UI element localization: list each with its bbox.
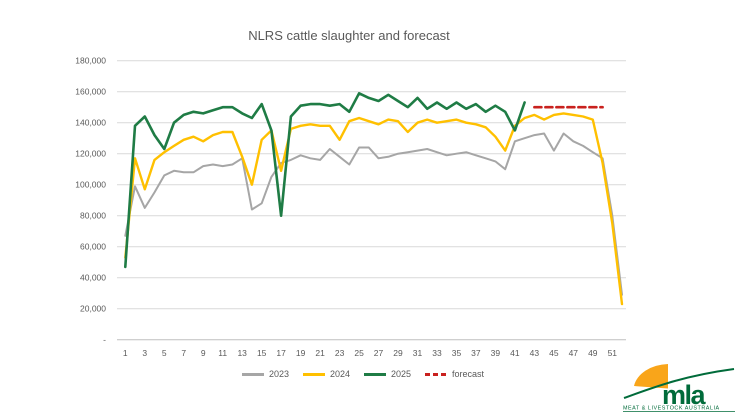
x-tick-label: 13 bbox=[237, 348, 247, 358]
mla-logo-caption: MEAT & LIVESTOCK AUSTRALIA bbox=[623, 406, 720, 412]
y-tick-label: 40,000 bbox=[80, 273, 106, 283]
series-2025-line bbox=[124, 92, 526, 269]
legend-swatch-2025 bbox=[364, 372, 386, 376]
y-tick-label: 60,000 bbox=[80, 242, 106, 252]
legend-label-2025: 2025 bbox=[391, 369, 412, 379]
x-tick-label: 45 bbox=[549, 348, 559, 358]
legend: 2023 2024 2025 forecast bbox=[0, 369, 726, 379]
series-2024-line bbox=[124, 112, 624, 306]
legend-label-2024: 2024 bbox=[329, 369, 350, 379]
y-tick-label: - bbox=[103, 335, 106, 345]
x-tick-label: 1 bbox=[123, 348, 128, 358]
legend-swatch-2023 bbox=[241, 372, 264, 376]
x-tick-label: 15 bbox=[257, 348, 267, 358]
x-tick-label: 7 bbox=[181, 348, 186, 358]
mla-logo-text: mla bbox=[662, 380, 707, 410]
legend-label-forecast: forecast bbox=[452, 369, 485, 379]
legend-item-2023: 2023 bbox=[241, 369, 289, 379]
x-tick-label: 43 bbox=[530, 348, 540, 358]
x-tick-label: 9 bbox=[201, 348, 206, 358]
y-tick-label: 120,000 bbox=[75, 149, 106, 159]
legend-item-forecast: forecast bbox=[425, 369, 484, 379]
x-tick-label: 33 bbox=[432, 348, 442, 358]
series-2023-line bbox=[124, 132, 623, 296]
x-tick-label: 11 bbox=[218, 348, 227, 358]
mla-logo-swoosh-icon bbox=[623, 368, 735, 399]
x-tick-label: 25 bbox=[354, 348, 364, 358]
legend-swatch-2024 bbox=[302, 372, 325, 376]
x-tick-label: 49 bbox=[588, 348, 598, 358]
chart-title: NLRS cattle slaughter and forecast bbox=[248, 28, 450, 43]
y-tick-label: 100,000 bbox=[75, 180, 106, 190]
x-tick-label: 3 bbox=[142, 348, 147, 358]
legend-label-2023: 2023 bbox=[268, 369, 289, 379]
legend-item-2024: 2024 bbox=[302, 369, 350, 379]
y-tick-label: 180,000 bbox=[75, 56, 106, 66]
x-tick-label: 21 bbox=[315, 348, 325, 358]
x-tick-label: 37 bbox=[471, 348, 481, 358]
x-tick-label: 23 bbox=[335, 348, 345, 358]
mla-logo: mla MEAT & LIVESTOCK AUSTRALIA bbox=[622, 362, 736, 414]
legend-swatch-forecast bbox=[425, 372, 448, 376]
x-tick-label: 27 bbox=[374, 348, 384, 358]
x-tick-label: 41 bbox=[510, 348, 520, 358]
y-tick-label: 20,000 bbox=[80, 304, 106, 314]
y-tick-label: 160,000 bbox=[75, 87, 106, 97]
x-tick-label: 47 bbox=[569, 348, 579, 358]
x-tick-label: 31 bbox=[413, 348, 423, 358]
x-tick-label: 35 bbox=[452, 348, 462, 358]
y-tick-label: 140,000 bbox=[75, 118, 106, 128]
x-tick-label: 17 bbox=[276, 348, 286, 358]
x-tick-label: 39 bbox=[491, 348, 501, 358]
x-tick-label: 19 bbox=[296, 348, 306, 358]
x-tick-label: 5 bbox=[162, 348, 167, 358]
legend-item-2025: 2025 bbox=[364, 369, 411, 379]
mla-logo-fan-icon bbox=[634, 364, 668, 389]
x-tick-label: 51 bbox=[608, 348, 618, 358]
y-tick-label: 80,000 bbox=[80, 211, 106, 221]
x-tick-label: 29 bbox=[393, 348, 403, 358]
